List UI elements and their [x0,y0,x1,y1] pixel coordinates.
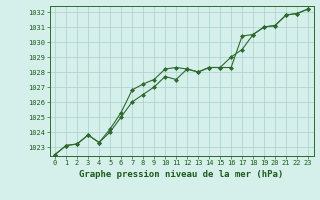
X-axis label: Graphe pression niveau de la mer (hPa): Graphe pression niveau de la mer (hPa) [79,170,284,179]
